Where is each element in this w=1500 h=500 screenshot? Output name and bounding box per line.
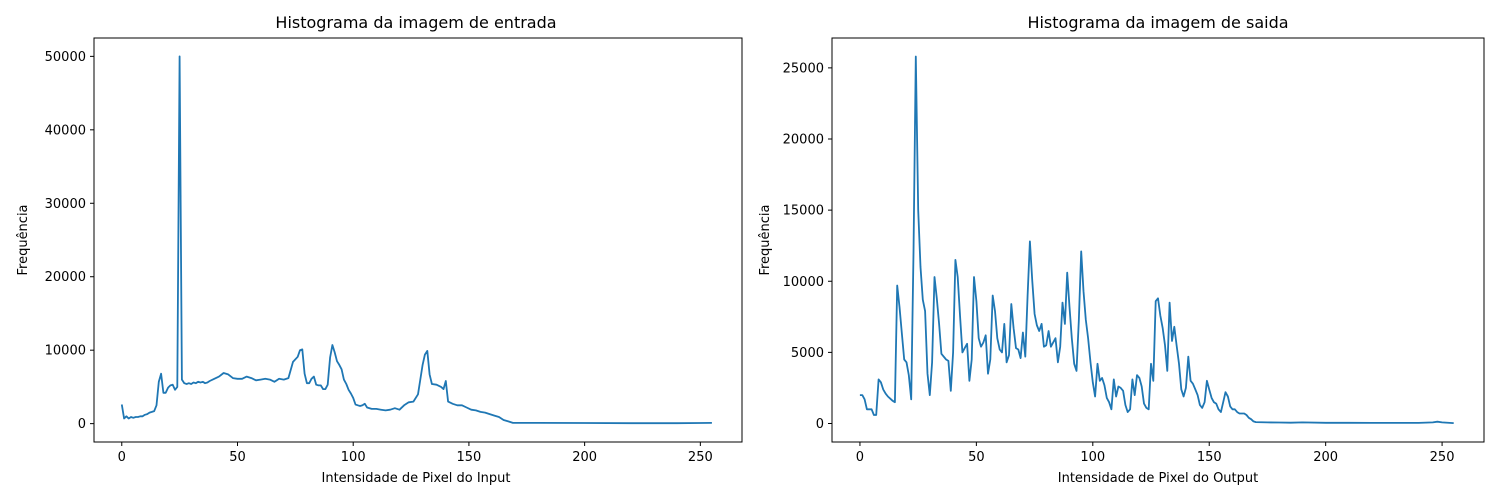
x-tick-label: 250 bbox=[688, 450, 713, 465]
x-tick-label: 0 bbox=[118, 450, 126, 465]
y-tick-label: 0 bbox=[78, 417, 86, 432]
y-tick-label: 40000 bbox=[45, 123, 86, 138]
x-tick-label: 0 bbox=[856, 450, 864, 465]
x-tick-label: 150 bbox=[457, 450, 482, 465]
output-x-axis-label: Intensidade de Pixel do Output bbox=[1058, 471, 1258, 486]
y-tick-label: 15000 bbox=[783, 204, 824, 219]
x-tick-label: 150 bbox=[1197, 450, 1222, 465]
input-x-axis-label: Intensidade de Pixel do Input bbox=[322, 471, 511, 486]
output-x-axis-ticks: 0 50 100 150 200 250 bbox=[856, 442, 1455, 465]
output-chart-title: Histograma da imagem de saida bbox=[1027, 13, 1288, 32]
input-x-axis-ticks: 0 50 100 150 200 250 bbox=[118, 442, 713, 465]
y-tick-label: 20000 bbox=[783, 133, 824, 148]
output-y-axis-label: Frequência bbox=[758, 204, 773, 275]
y-tick-label: 25000 bbox=[783, 61, 824, 76]
y-tick-label: 20000 bbox=[45, 270, 86, 285]
input-plot-area bbox=[93, 37, 743, 443]
x-tick-label: 100 bbox=[1080, 450, 1105, 465]
y-tick-label: 5000 bbox=[791, 346, 824, 361]
x-tick-label: 50 bbox=[229, 450, 246, 465]
x-tick-label: 200 bbox=[1313, 450, 1338, 465]
x-tick-label: 200 bbox=[572, 450, 597, 465]
y-tick-label: 0 bbox=[816, 417, 824, 432]
y-tick-label: 50000 bbox=[45, 50, 86, 65]
output-plot-area bbox=[831, 37, 1485, 443]
input-y-axis-label: Frequência bbox=[16, 204, 31, 275]
input-chart-title: Histograma da imagem de entrada bbox=[275, 13, 556, 32]
output-y-axis-ticks: 0 5000 10000 15000 20000 25000 bbox=[783, 61, 832, 432]
x-tick-label: 250 bbox=[1430, 450, 1455, 465]
y-tick-label: 30000 bbox=[45, 197, 86, 212]
x-tick-label: 100 bbox=[341, 450, 366, 465]
x-tick-label: 50 bbox=[968, 450, 985, 465]
input-histogram-chart: Histograma da imagem de entrada 0 50 100 15… bbox=[16, 13, 743, 486]
output-histogram-chart: Histograma da imagem de saida 0 50 100 150 2… bbox=[758, 13, 1485, 486]
y-tick-label: 10000 bbox=[783, 275, 824, 290]
output-histogram-line bbox=[859, 55, 1454, 424]
input-y-axis-ticks: 0 10000 20000 30000 40000 50000 bbox=[45, 50, 94, 432]
y-tick-label: 10000 bbox=[45, 344, 86, 359]
input-histogram-line bbox=[120, 55, 712, 425]
